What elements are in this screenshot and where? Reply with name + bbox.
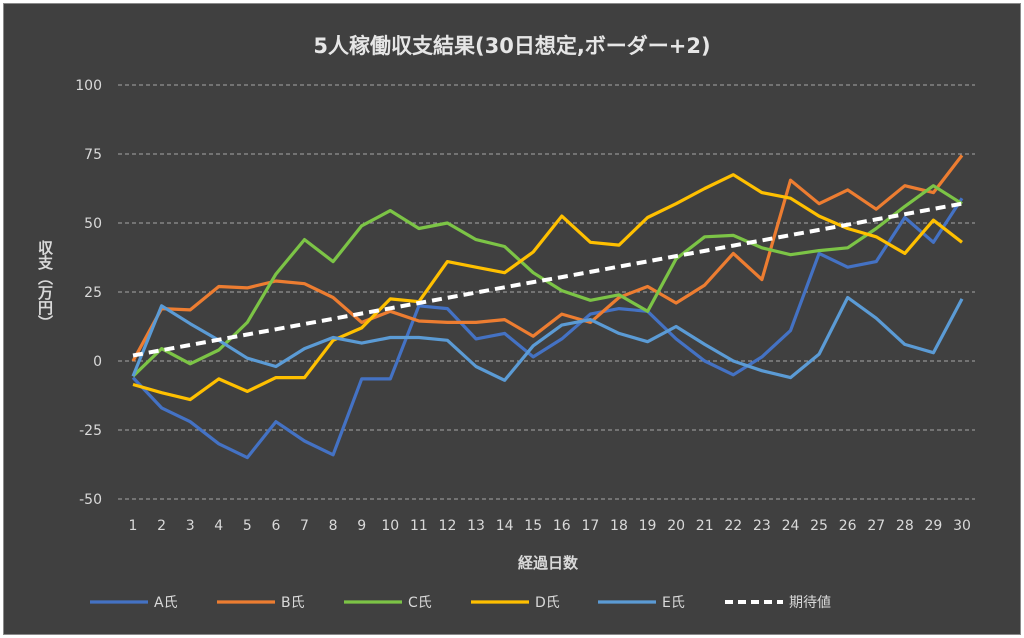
x-tick-label: 4 (214, 518, 223, 534)
x-tick-label: 2 (157, 518, 166, 534)
y-tick-label: 100 (75, 78, 102, 94)
legend-label: B氏 (281, 595, 305, 611)
x-tick-label: 16 (553, 518, 571, 534)
series-line-6 (132, 201, 963, 358)
series-line-5 (131, 295, 964, 382)
y-axis-title-text: 収支（万円） (36, 239, 54, 330)
y-tick-label: 75 (84, 147, 102, 163)
y-tick-label: 25 (84, 285, 102, 301)
x-tick-label: 5 (243, 518, 252, 534)
x-tick-label: 7 (300, 518, 309, 534)
x-tick-label: 30 (953, 518, 971, 534)
chart-area (3, 3, 1021, 635)
x-tick-label: 8 (329, 518, 338, 534)
x-tick-label: 19 (639, 518, 657, 534)
x-axis-title: 経過日数 (518, 554, 579, 572)
x-tick-label: 22 (724, 518, 742, 534)
x-tick-label: 15 (524, 518, 542, 534)
x-tick-label: 17 (581, 518, 599, 534)
x-tick-label: 28 (896, 518, 914, 534)
y-axis-title: 収支（万円） (36, 239, 54, 330)
x-tick-label: 23 (753, 518, 771, 534)
x-tick-label: 1 (129, 518, 138, 534)
x-tick-label: 13 (467, 518, 485, 534)
x-tick-label: 24 (782, 518, 800, 534)
x-tick-label: 10 (381, 518, 399, 534)
legend-label: E氏 (662, 595, 685, 611)
chart-title: 5人稼働収支結果(30日想定,ボーダー+2) (313, 34, 710, 58)
x-tick-label: 3 (186, 518, 195, 534)
series-line-4 (132, 173, 963, 402)
x-tick-label: 29 (924, 518, 942, 534)
legend-label: 期待値 (789, 595, 831, 611)
x-tick-label: 6 (271, 518, 280, 534)
series-line-2 (131, 154, 964, 362)
y-tick-label: 50 (84, 216, 102, 232)
legend-label: A氏 (154, 595, 178, 611)
series-line-1 (131, 197, 964, 460)
x-tick-label: 20 (667, 518, 685, 534)
x-tick-label: 27 (867, 518, 885, 534)
series-line-3 (131, 184, 963, 378)
x-tick-label: 14 (496, 518, 514, 534)
x-tick-label: 25 (810, 518, 828, 534)
x-tick-label: 21 (696, 518, 714, 534)
legend-label: C氏 (408, 595, 432, 611)
x-tick-label: 11 (410, 518, 428, 534)
x-tick-label: 9 (357, 518, 366, 534)
y-tick-label: -50 (79, 492, 102, 508)
y-tick-label: -25 (79, 423, 102, 439)
x-tick-label: 18 (610, 518, 628, 534)
y-tick-label: 0 (93, 354, 102, 370)
x-tick-label: 12 (439, 518, 457, 534)
x-tick-label: 26 (839, 518, 857, 534)
legend-label: D氏 (535, 595, 560, 611)
